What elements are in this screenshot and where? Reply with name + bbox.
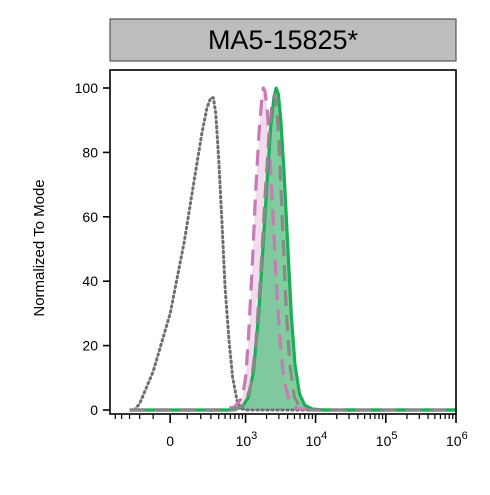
y-tick-label: 60 <box>82 209 98 225</box>
y-tick-label: 100 <box>75 80 99 96</box>
y-tick-label: 40 <box>82 273 98 289</box>
x-tick-label: 106 <box>446 430 468 449</box>
chart-title: MA5-15825* <box>208 25 359 55</box>
series-0-line <box>132 96 458 412</box>
x-tick-label: 0 <box>166 433 174 449</box>
axes: 0 20 40 60 80 100 0 103 104 105 106 <box>75 80 468 449</box>
plot-area <box>129 86 458 412</box>
x-tick-label: 105 <box>376 430 398 449</box>
x-tick-label: 103 <box>236 430 258 449</box>
y-axis-label: Normalized To Mode <box>31 179 48 316</box>
x-tick-label: 104 <box>306 430 328 449</box>
y-tick-label: 20 <box>82 338 98 354</box>
title-box <box>109 18 457 62</box>
series-2-fill <box>129 88 456 410</box>
series-1-line <box>129 86 456 412</box>
y-tick-label: 80 <box>82 144 98 160</box>
y-tick-label: 0 <box>90 402 98 418</box>
plot-frame <box>109 69 457 415</box>
series-3-line <box>129 92 456 412</box>
